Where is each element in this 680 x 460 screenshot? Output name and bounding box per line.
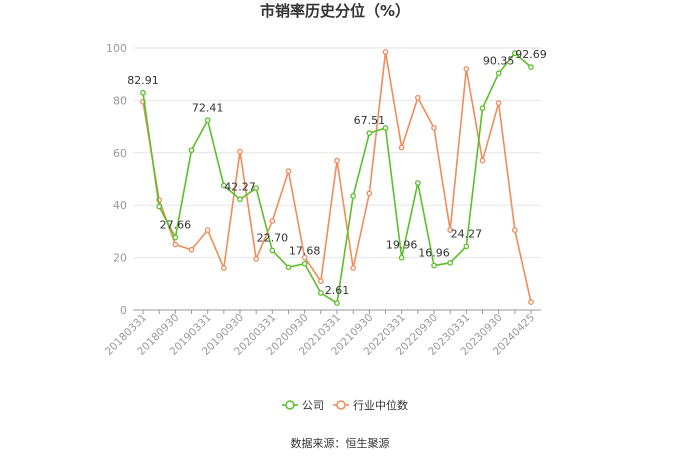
data-point[interactable] [463, 243, 470, 250]
data-point[interactable] [495, 100, 502, 106]
data-label: 67.51 [354, 114, 386, 127]
data-point[interactable] [220, 182, 227, 189]
legend-swatch-marker [285, 400, 295, 410]
data-point[interactable] [479, 157, 486, 164]
y-tick-label: 40 [113, 199, 127, 212]
data-point[interactable] [350, 265, 357, 271]
data-label: 2.61 [325, 284, 350, 297]
data-point[interactable] [204, 117, 211, 124]
data-point[interactable] [220, 265, 227, 271]
data-point[interactable] [495, 70, 502, 77]
data-label: 82.91 [127, 74, 159, 87]
data-point[interactable] [334, 300, 340, 307]
data-point[interactable] [382, 125, 389, 131]
legend[interactable]: 公司 行业中位数 [282, 398, 408, 412]
data-point[interactable] [431, 125, 437, 131]
data-label: 72.41 [192, 101, 224, 114]
data-point[interactable] [188, 147, 195, 154]
y-axis: 0 20 40 60 80 100 [106, 42, 127, 317]
data-label: 17.68 [289, 245, 321, 258]
grid [133, 47, 541, 259]
data-point[interactable] [253, 256, 260, 262]
data-point[interactable] [156, 203, 163, 210]
data-point[interactable] [317, 278, 324, 285]
data-point[interactable] [382, 49, 389, 55]
data-point[interactable] [528, 64, 534, 71]
data-point[interactable] [301, 254, 308, 261]
data-point[interactable] [237, 148, 243, 155]
data-point[interactable] [511, 227, 518, 233]
data-point[interactable] [204, 227, 211, 233]
series-line [142, 52, 532, 305]
data-source: 数据来源：恒生聚源 [291, 436, 390, 450]
data-point[interactable] [447, 227, 454, 233]
data-label: 42.27 [224, 180, 256, 193]
x-axis: 2018033120180930201903312019093020200331… [103, 309, 541, 358]
data-point[interactable] [431, 262, 437, 269]
data-point[interactable] [414, 180, 421, 186]
y-tick-label: 20 [113, 252, 127, 265]
data-point[interactable] [398, 254, 405, 261]
data-label: 92.69 [515, 48, 547, 61]
data-point[interactable] [317, 290, 324, 296]
data-point[interactable] [188, 246, 195, 253]
data-point[interactable] [447, 259, 454, 266]
series-0 [140, 50, 534, 307]
data-point[interactable] [301, 260, 308, 267]
y-tick-label: 0 [120, 304, 127, 317]
legend-item-1[interactable]: 行业中位数 [333, 398, 408, 412]
data-point[interactable] [366, 190, 373, 197]
data-point[interactable] [479, 105, 486, 112]
data-point[interactable] [285, 168, 292, 174]
data-point[interactable] [172, 234, 179, 241]
data-label: 19.96 [386, 239, 418, 252]
data-point[interactable] [334, 157, 340, 164]
data-point[interactable] [366, 130, 373, 136]
data-label: 90.35 [483, 54, 515, 67]
data-point[interactable] [285, 264, 292, 271]
data-point[interactable] [172, 241, 179, 248]
legend-label: 行业中位数 [353, 398, 408, 412]
legend-label: 公司 [302, 399, 324, 412]
data-point[interactable] [511, 50, 518, 57]
data-point[interactable] [528, 299, 534, 305]
legend-item-0[interactable]: 公司 [282, 399, 324, 412]
y-tick-label: 60 [113, 147, 127, 160]
y-tick-label: 80 [113, 94, 127, 107]
data-point[interactable] [140, 89, 146, 96]
chart-title: 市销率历史分位（%） [260, 2, 410, 20]
series-layer [140, 49, 534, 307]
data-label: 24.27 [451, 227, 483, 240]
data-point[interactable] [350, 193, 357, 199]
data-point[interactable] [237, 196, 243, 203]
data-point[interactable] [463, 66, 470, 72]
legend-swatch-marker [336, 400, 346, 410]
data-point[interactable] [414, 94, 421, 101]
data-point[interactable] [398, 144, 405, 151]
series-line [142, 51, 532, 303]
data-point[interactable] [253, 185, 260, 192]
data-label: 16.96 [418, 247, 450, 260]
y-tick-label: 100 [106, 42, 127, 55]
data-point[interactable] [269, 247, 276, 254]
data-label: 27.66 [160, 219, 192, 232]
data-point[interactable] [269, 218, 276, 224]
data-label: 22.70 [257, 232, 289, 245]
